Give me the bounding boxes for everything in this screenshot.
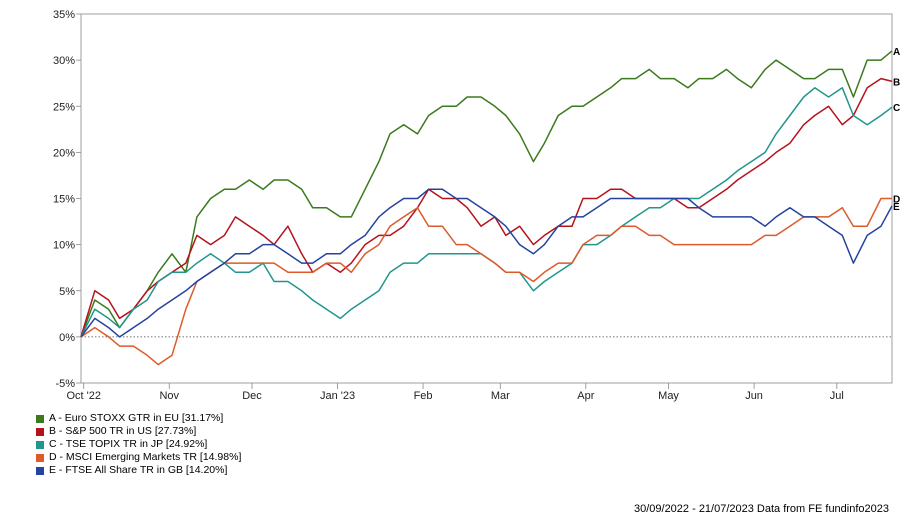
x-tick-label: Jun — [745, 390, 763, 402]
legend-label-e: E - FTSE All Share TR in GB [14.20%] — [49, 464, 228, 476]
series-line-b — [80, 77, 893, 338]
legend-label-a: A - Euro STOXX GTR in EU [31.17%] — [49, 412, 224, 424]
y-tick-label: 25% — [53, 101, 75, 113]
series-end-label-b: B — [893, 77, 900, 88]
legend-swatch-d — [36, 453, 44, 462]
series-end-label-a: A — [893, 47, 900, 58]
series-line-c — [80, 87, 893, 338]
x-tick-label: Mar — [491, 390, 510, 402]
x-tick-label: Nov — [159, 390, 179, 402]
legend-item-d: D - MSCI Emerging Markets TR [14.98%] — [36, 451, 241, 464]
y-tick-label: -5% — [55, 378, 75, 390]
y-tick-label: 10% — [53, 240, 75, 252]
legend-item-b: B - S&P 500 TR in US [27.73%] — [36, 425, 241, 438]
series-end-label-e: E — [893, 202, 900, 213]
plot-frame — [80, 13, 893, 384]
chart-legend: A - Euro STOXX GTR in EU [31.17%] B - S&… — [36, 412, 241, 477]
y-tick-label: 0% — [59, 332, 75, 344]
legend-item-e: E - FTSE All Share TR in GB [14.20%] — [36, 464, 241, 477]
x-tick-label: May — [658, 390, 679, 402]
legend-item-a: A - Euro STOXX GTR in EU [31.17%] — [36, 412, 241, 425]
chart-series — [80, 50, 893, 366]
chart-axes: 35% 30% 25% 20% 15% 10% 5% 0% -5%Oct '22 Nov Dec Ja… — [53, 9, 893, 402]
series-end-label-c: C — [893, 103, 900, 114]
y-tick-label: 20% — [53, 147, 75, 159]
x-tick-label: Dec — [242, 390, 262, 402]
series-line-d — [80, 197, 892, 366]
legend-label-c: C - TSE TOPIX TR in JP [24.92%] — [49, 438, 208, 450]
legend-item-c: C - TSE TOPIX TR in JP [24.92%] — [36, 438, 241, 451]
x-tick-label: Jul — [830, 390, 844, 402]
legend-swatch-a — [36, 414, 44, 423]
legend-label-d: D - MSCI Emerging Markets TR [14.98%] — [49, 451, 242, 463]
y-tick-label: 35% — [53, 9, 75, 21]
x-tick-label: Apr — [577, 390, 594, 402]
legend-swatch-e — [36, 466, 44, 475]
y-tick-label: 5% — [59, 286, 75, 298]
x-tick-label: Oct '22 — [67, 390, 102, 402]
series-line-a — [80, 50, 893, 338]
legend-swatch-c — [36, 440, 44, 449]
x-tick-label: Feb — [414, 390, 433, 402]
y-tick-label: 30% — [53, 55, 75, 67]
chart-footer: 30/09/2022 - 21/07/2023 Data from FE fun… — [633, 503, 889, 515]
chart-end-labels: A B C DE — [893, 47, 900, 213]
series-end-label-d: D — [893, 195, 900, 206]
legend-label-b: B - S&P 500 TR in US [27.73%] — [49, 425, 197, 437]
y-tick-label: 15% — [53, 194, 75, 206]
legend-swatch-b — [36, 427, 44, 436]
x-tick-label: Jan '23 — [320, 390, 355, 402]
series-line-e — [80, 188, 893, 338]
